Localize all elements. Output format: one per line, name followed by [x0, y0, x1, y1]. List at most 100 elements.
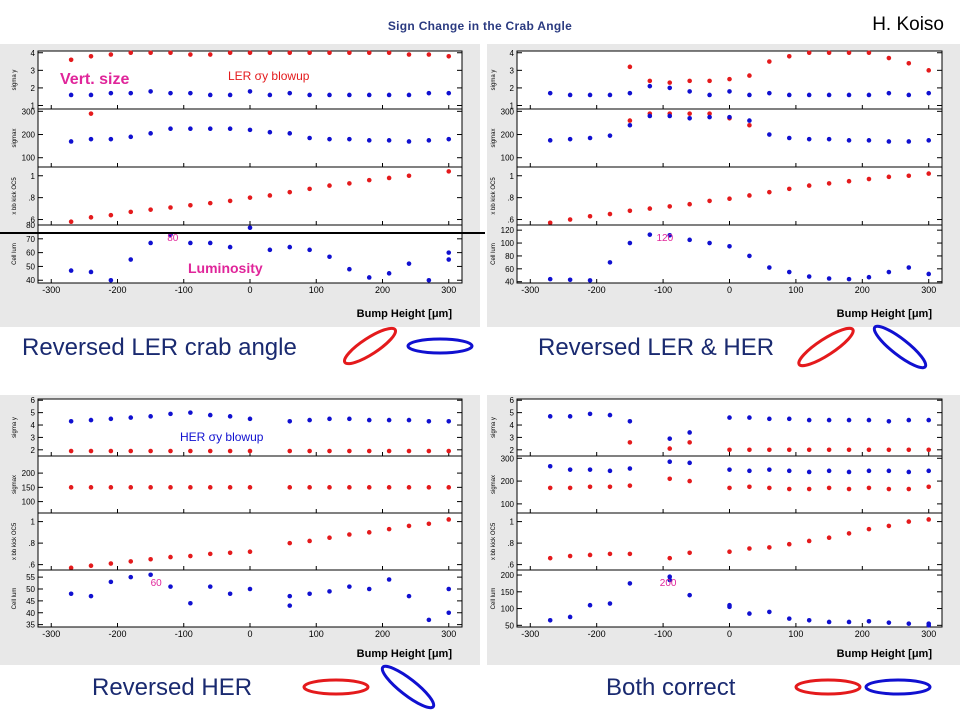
data-point-her: [327, 254, 332, 260]
data-point-her: [446, 257, 452, 262]
data-point-ler: [627, 440, 633, 445]
data-point-her: [128, 134, 134, 140]
y-tick-label: 1: [510, 172, 515, 181]
y-axis-label: x bb kick OC5: [12, 522, 18, 560]
data-point-ler: [446, 485, 452, 490]
data-point-her: [366, 275, 372, 280]
data-point-ler: [227, 485, 233, 490]
data-point-her: [446, 90, 452, 96]
data-point-her: [906, 139, 912, 144]
data-point-her: [406, 92, 412, 98]
data-point-ler: [287, 540, 293, 546]
data-point-ler: [68, 448, 74, 454]
data-point-ler: [727, 196, 732, 202]
crab-angle-ellipses-both-correct: [794, 678, 932, 696]
y-tick-label: 60: [26, 249, 35, 258]
data-point-ler: [727, 76, 732, 82]
data-point-her: [806, 469, 812, 475]
data-point-her: [108, 277, 114, 283]
data-point-ler: [687, 78, 692, 84]
data-point-her: [567, 92, 573, 98]
plot-frame-row-3: [37, 569, 463, 628]
separator-line: [0, 232, 485, 234]
crab-angle-ellipses-ler-crab: [342, 326, 474, 366]
y-axis-label: sigmax: [12, 475, 18, 494]
data-point-ler: [108, 448, 114, 454]
data-point-her: [547, 90, 553, 96]
y-axis-label: sigma y: [491, 70, 497, 91]
x-tick-label: 300: [441, 629, 456, 639]
data-point-ler: [287, 189, 293, 195]
data-point-her: [366, 138, 372, 143]
data-point-ler: [906, 486, 912, 492]
data-point-her: [866, 417, 872, 423]
data-point-her: [68, 139, 74, 144]
data-point-her: [786, 269, 792, 275]
data-point-her: [826, 276, 832, 281]
data-point-ler: [667, 555, 673, 561]
x-tick-label: 200: [855, 629, 870, 639]
data-point-ler: [307, 50, 312, 56]
data-point-her: [926, 138, 932, 143]
y-tick-label: 45: [26, 597, 35, 606]
data-point-ler: [267, 50, 273, 56]
y-tick-label: 200: [22, 469, 36, 478]
data-point-ler: [707, 111, 712, 116]
y-tick-label: .6: [28, 561, 35, 570]
data-point-ler: [168, 448, 173, 454]
ler-beam-ellipse: [794, 678, 862, 696]
data-point-ler: [567, 553, 573, 559]
data-point-ler: [327, 535, 332, 541]
data-point-her: [806, 417, 812, 423]
data-point-her: [846, 92, 852, 98]
plot-frame-row-0: [37, 50, 463, 110]
data-point-her: [846, 276, 852, 282]
data-point-her: [446, 136, 452, 142]
y-tick-label: 3: [31, 433, 36, 442]
annotation-vert-size: Vert. size: [60, 71, 129, 88]
data-point-ler: [446, 53, 452, 59]
chart-reversed-ler-her: 1 2 3 4 sigma y 100 200 300 sigmax .6 .8 1 x bb kick…: [491, 49, 943, 320]
data-point-her: [747, 253, 752, 259]
data-point-her: [128, 574, 134, 580]
data-point-ler: [287, 50, 293, 56]
data-point-ler: [547, 555, 553, 561]
data-point-her: [547, 414, 553, 419]
data-point-ler: [926, 447, 932, 453]
data-point-her: [426, 277, 432, 283]
data-point-ler: [426, 521, 432, 527]
x-tick-label: -200: [588, 285, 606, 295]
data-point-her: [327, 416, 332, 422]
plot-frame-row-1: [37, 108, 463, 168]
data-point-ler: [767, 485, 772, 491]
data-point-ler: [128, 559, 134, 564]
annotation-peak-value: 200: [660, 578, 677, 589]
y-tick-label: 80: [505, 252, 514, 261]
data-point-her: [786, 135, 792, 141]
data-point-her: [168, 584, 173, 589]
data-point-her: [786, 616, 792, 621]
data-point-her: [866, 138, 872, 143]
data-point-her: [687, 237, 692, 243]
data-point-her: [247, 416, 253, 422]
data-point-ler: [687, 440, 692, 445]
data-point-ler: [148, 448, 153, 454]
data-point-her: [846, 138, 852, 143]
data-point-her: [767, 416, 772, 422]
data-point-ler: [406, 52, 412, 57]
y-axis-label: sigma y: [12, 70, 18, 91]
y-tick-label: 120: [501, 226, 515, 235]
data-point-ler: [667, 476, 673, 482]
y-tick-label: .8: [507, 539, 514, 548]
data-point-ler: [786, 486, 792, 492]
data-point-her: [347, 136, 352, 142]
data-point-her: [747, 611, 752, 616]
data-point-ler: [247, 50, 253, 56]
data-point-ler: [687, 111, 692, 116]
y-tick-label: 2: [510, 84, 515, 93]
data-point-ler: [866, 176, 872, 182]
data-point-her: [826, 468, 832, 474]
x-tick-label: 300: [441, 285, 456, 295]
data-point-her: [327, 589, 332, 594]
data-point-her: [806, 92, 812, 98]
